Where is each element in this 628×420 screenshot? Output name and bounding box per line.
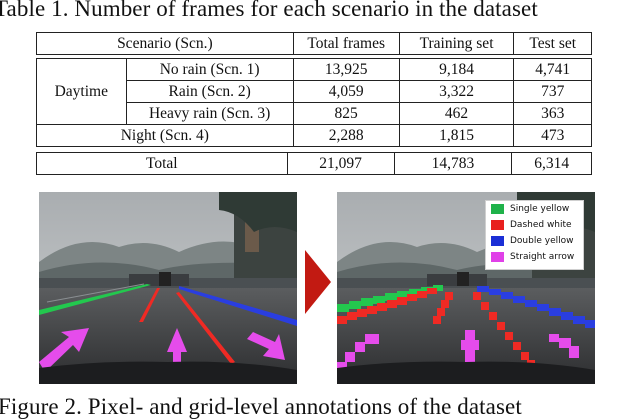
right-arrow-icon [305,250,331,314]
table-row: Night (Scn. 4) 2,288 1,815 473 [36,124,592,147]
legend-swatch [491,252,504,262]
legend-label: Straight arrow [510,252,575,262]
legend-swatch [491,204,504,214]
row-total: 13,925 [292,58,400,81]
road-photo-pixel-annotation [39,192,297,384]
table-header-row: Scenario (Scn.) Total frames Training se… [36,32,592,55]
header-training-set: Training set [398,32,515,55]
legend-item: Single yellow [486,201,583,217]
row-scenario: Night (Scn. 4) [36,124,294,147]
row-test: 363 [513,102,592,125]
legend-swatch [491,220,504,230]
row-train: 462 [398,102,515,125]
row-test: 473 [513,124,592,147]
legend-item: Dashed white [486,217,583,233]
row-train: 9,184 [398,58,515,81]
header-total-frames: Total frames [292,32,400,55]
total-table: Total 21,097 14,783 6,314 [36,152,592,175]
row-scenario: Heavy rain (Scn. 3) [125,102,294,125]
table-caption: Table 1. Number of frames for each scena… [0,0,538,21]
legend-label: Double yellow [510,236,574,246]
total-frames: 21,097 [286,152,395,175]
legend-label: Single yellow [510,204,570,214]
figure-caption: Figure 2. Pixel- and grid-level annotati… [0,394,522,419]
row-scenario: Rain (Scn. 2) [125,80,294,103]
row-scenario: No rain (Scn. 1) [125,58,294,81]
row-test: 4,741 [513,58,592,81]
legend-item: Double yellow [486,233,583,249]
row-total: 4,059 [292,80,400,103]
table-row: Daytime No rain (Scn. 1) 13,925 9,184 4,… [36,58,592,125]
total-label: Total [36,152,288,175]
total-test: 6,314 [511,152,592,175]
group-label-daytime: Daytime [36,58,127,125]
header-scenario: Scenario (Scn.) [36,32,294,55]
legend-item: Straight arrow [486,249,583,265]
total-row: Total 21,097 14,783 6,314 [36,152,592,175]
total-train: 14,783 [393,152,513,175]
legend-swatch [491,236,504,246]
row-train: 1,815 [398,124,515,147]
row-train: 3,322 [398,80,515,103]
frames-table: Scenario (Scn.) Total frames Training se… [36,32,592,147]
header-test-set: Test set [513,32,592,55]
row-total: 825 [292,102,400,125]
legend-label: Dashed white [510,220,572,230]
row-total: 2,288 [292,124,400,147]
annotation-legend: Single yellow Dashed white Double yellow… [485,200,584,270]
row-test: 737 [513,80,592,103]
